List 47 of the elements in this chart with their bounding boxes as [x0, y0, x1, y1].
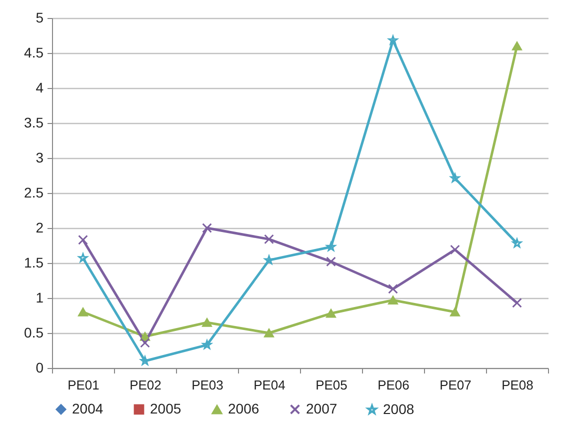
point [78, 308, 88, 316]
point [388, 296, 398, 304]
legend-label: 2004 [72, 400, 104, 416]
x-tick-label: PE05 [316, 378, 348, 392]
point [326, 256, 336, 267]
y-tick-label: 1.5 [24, 254, 44, 270]
legend-label: 2007 [306, 400, 338, 416]
point [512, 298, 522, 308]
point [202, 318, 212, 327]
y-tick-label: 0 [36, 360, 44, 376]
y-tick-label: 4 [36, 80, 44, 96]
point [326, 309, 336, 318]
point [326, 242, 336, 252]
legend-label: 2006 [228, 400, 260, 417]
x-tick-label: PE07 [440, 378, 472, 392]
point [512, 42, 522, 50]
y-tick-label: 3 [36, 150, 44, 166]
x-tick-label: PE02 [130, 378, 162, 392]
point [264, 328, 274, 338]
point [78, 253, 88, 262]
x-tick-label: PE01 [68, 378, 100, 392]
legend-label: 2005 [150, 400, 182, 416]
point [78, 234, 88, 245]
point [450, 244, 460, 255]
point [512, 238, 522, 248]
y-tick-label: 0.5 [24, 324, 44, 340]
x-tick-label: PE08 [502, 378, 534, 392]
y-tick-label: 3.5 [24, 114, 44, 130]
y-tick-label: 5 [36, 10, 44, 26]
point [202, 223, 212, 233]
point [450, 308, 460, 316]
y-tick-label: 2 [36, 220, 44, 236]
point [202, 340, 212, 350]
x-tick-label: PE03 [192, 378, 224, 392]
x-tick-label: PE06 [378, 378, 410, 392]
y-tick-label: 4.5 [24, 44, 44, 60]
y-tick-label: 1 [36, 290, 44, 306]
point [140, 356, 150, 366]
x-tick-label: PE04 [254, 378, 286, 392]
legend-label: 2008 [383, 400, 414, 417]
point [140, 338, 150, 348]
y-tick-label: 2.5 [24, 184, 44, 200]
point [450, 173, 460, 182]
point [388, 35, 398, 45]
point [388, 284, 398, 294]
point [264, 234, 274, 244]
point [264, 255, 274, 264]
